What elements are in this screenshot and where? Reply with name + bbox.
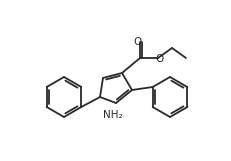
Text: O: O [134, 37, 142, 47]
Text: O: O [155, 54, 163, 64]
Text: NH₂: NH₂ [103, 110, 123, 120]
